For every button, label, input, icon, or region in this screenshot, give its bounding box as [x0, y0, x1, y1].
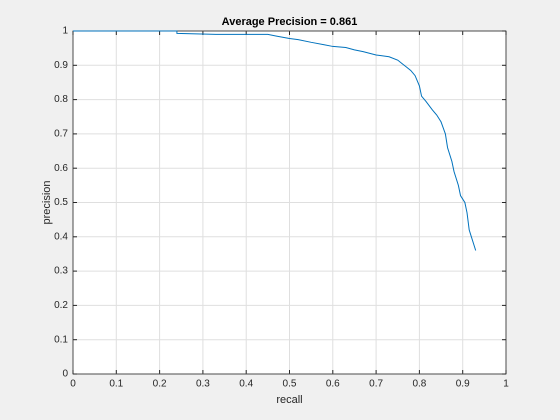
axes-box: [72, 30, 507, 375]
x-tick-label: 0.9: [456, 379, 470, 390]
y-tick-label: 0.1: [54, 334, 68, 345]
x-tick-label: 0.4: [239, 379, 253, 390]
y-tick-label: 0: [62, 369, 68, 380]
x-tick-label: 0.7: [369, 379, 383, 390]
chart-title: Average Precision = 0.861: [222, 16, 358, 28]
y-tick-label: 0.4: [54, 231, 68, 242]
y-tick-label: 0.5: [54, 197, 68, 208]
y-axis-label: precision: [41, 180, 53, 224]
x-tick-label: 0.2: [153, 379, 167, 390]
x-tick-label: 0.1: [109, 379, 123, 390]
y-tick-label: 0.3: [54, 266, 68, 277]
y-tick-label: 0.8: [54, 94, 68, 105]
y-tick-label: 1: [62, 26, 68, 37]
y-tick-label: 0.9: [54, 60, 68, 71]
x-tick-label: 1: [503, 379, 509, 390]
pr-curve: [73, 30, 477, 251]
x-tick-label: 0.6: [326, 379, 340, 390]
x-axis-label: recall: [276, 394, 302, 406]
x-tick-label: 0: [70, 379, 76, 390]
y-tick-label: 0.6: [54, 163, 68, 174]
y-tick-label: 0.7: [54, 129, 68, 140]
y-tick-label: 0.2: [54, 300, 68, 311]
x-tick-label: 0.3: [196, 379, 210, 390]
x-tick-label: 0.8: [412, 379, 426, 390]
x-tick-label: 0.5: [283, 379, 297, 390]
